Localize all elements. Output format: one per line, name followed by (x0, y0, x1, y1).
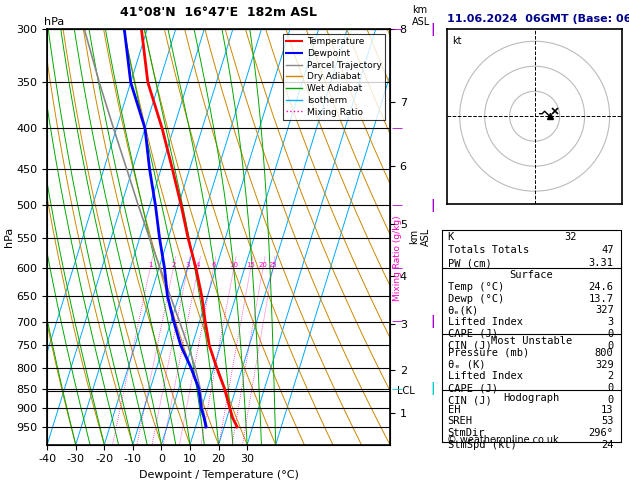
Text: —: — (391, 24, 403, 34)
Text: —: — (391, 316, 403, 327)
Text: —: — (391, 123, 403, 134)
Text: 24: 24 (601, 440, 614, 450)
Text: 13.7: 13.7 (589, 294, 614, 304)
Text: —: — (391, 263, 403, 274)
Text: SREH: SREH (448, 417, 472, 426)
Text: PW (cm): PW (cm) (448, 258, 491, 268)
Text: 53: 53 (601, 417, 614, 426)
Text: Dewp (°C): Dewp (°C) (448, 294, 504, 304)
Text: 13: 13 (601, 404, 614, 415)
Text: Pressure (mb): Pressure (mb) (448, 348, 529, 358)
Text: |: | (431, 199, 435, 212)
Text: 296°: 296° (589, 428, 614, 438)
Text: CAPE (J): CAPE (J) (448, 329, 498, 339)
Text: Mixing Ratio (g/kg): Mixing Ratio (g/kg) (393, 215, 402, 300)
Text: 3.31: 3.31 (589, 258, 614, 268)
Text: |: | (431, 315, 435, 328)
Text: CIN (J): CIN (J) (448, 395, 491, 405)
Text: StmDir: StmDir (448, 428, 485, 438)
Text: Most Unstable: Most Unstable (491, 336, 572, 346)
Text: km
ASL: km ASL (412, 5, 430, 27)
Text: hPa: hPa (44, 17, 64, 27)
Text: Lifted Index: Lifted Index (448, 371, 523, 382)
Text: 11.06.2024  06GMT (Base: 06): 11.06.2024 06GMT (Base: 06) (447, 14, 629, 24)
Text: 47: 47 (601, 245, 614, 255)
Text: LCL: LCL (397, 386, 415, 397)
Text: 329: 329 (595, 360, 614, 370)
Text: 41°08'N  16°47'E  182m ASL: 41°08'N 16°47'E 182m ASL (120, 6, 317, 19)
Y-axis label: hPa: hPa (4, 227, 14, 247)
Text: 20: 20 (259, 262, 267, 268)
Text: 0: 0 (608, 383, 614, 393)
Text: 15: 15 (246, 262, 255, 268)
Text: Hodograph: Hodograph (503, 393, 560, 403)
Text: © weatheronline.co.uk: © weatheronline.co.uk (447, 434, 558, 445)
Text: 0: 0 (608, 329, 614, 339)
Text: StmSpd (kt): StmSpd (kt) (448, 440, 516, 450)
Text: 0: 0 (608, 341, 614, 351)
Text: Lifted Index: Lifted Index (448, 317, 523, 327)
Text: kt: kt (452, 36, 462, 46)
Text: 25: 25 (269, 262, 277, 268)
Text: 2: 2 (171, 262, 175, 268)
Text: CAPE (J): CAPE (J) (448, 383, 498, 393)
Text: 6: 6 (211, 262, 216, 268)
Text: —: — (391, 383, 403, 394)
Text: EH: EH (448, 404, 460, 415)
Text: CIN (J): CIN (J) (448, 341, 491, 351)
Text: Totals Totals: Totals Totals (448, 245, 529, 255)
Y-axis label: km
ASL: km ASL (409, 228, 431, 246)
Text: Surface: Surface (509, 270, 554, 280)
Text: —: — (391, 200, 403, 210)
Text: 32: 32 (565, 232, 577, 242)
Text: |: | (431, 382, 435, 395)
Legend: Temperature, Dewpoint, Parcel Trajectory, Dry Adiabat, Wet Adiabat, Isotherm, Mi: Temperature, Dewpoint, Parcel Trajectory… (282, 34, 386, 120)
Text: 2: 2 (608, 371, 614, 382)
Text: 1: 1 (148, 262, 152, 268)
Text: 10: 10 (229, 262, 238, 268)
Text: θₑ(K): θₑ(K) (448, 305, 479, 315)
Text: θₑ (K): θₑ (K) (448, 360, 485, 370)
Text: 0: 0 (608, 395, 614, 405)
Text: 3: 3 (608, 317, 614, 327)
Text: 4: 4 (196, 262, 200, 268)
Text: K: K (448, 232, 454, 242)
X-axis label: Dewpoint / Temperature (°C): Dewpoint / Temperature (°C) (138, 470, 299, 480)
Text: 327: 327 (595, 305, 614, 315)
Text: Temp (°C): Temp (°C) (448, 282, 504, 292)
Text: 800: 800 (595, 348, 614, 358)
Text: |: | (431, 23, 435, 35)
Text: 3: 3 (186, 262, 190, 268)
Text: 24.6: 24.6 (589, 282, 614, 292)
